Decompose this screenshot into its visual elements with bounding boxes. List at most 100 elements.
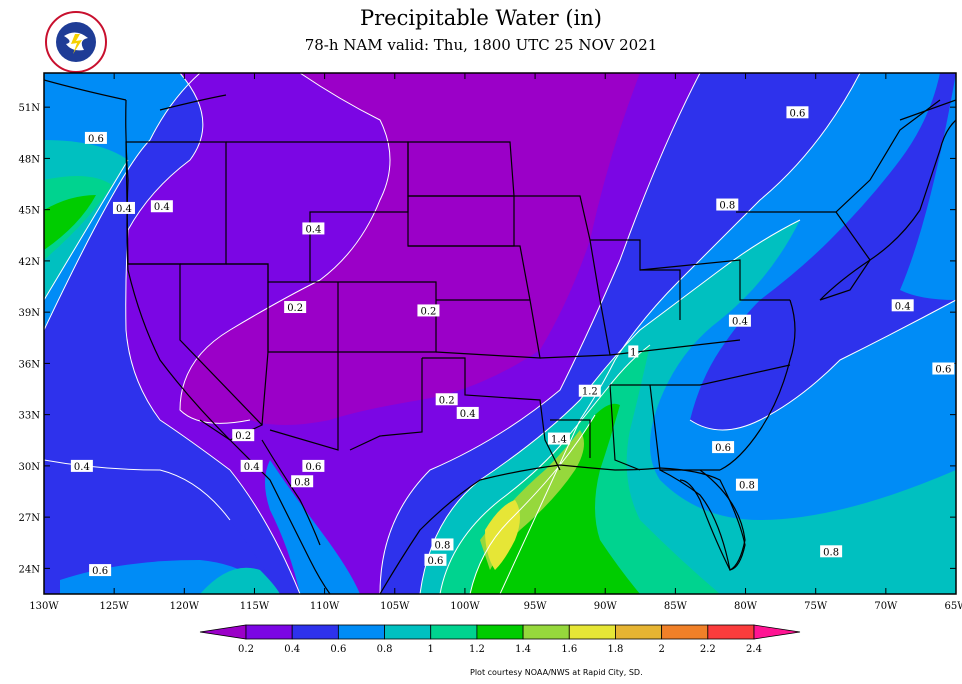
contour-label-box bbox=[735, 478, 758, 491]
colorbar: 0.2 0.4 0.6 0.8 1 1.2 1.4 1.6 1.8 2 2.2 2.4 bbox=[199, 624, 801, 655]
lon-tick-label: 125W bbox=[99, 601, 129, 612]
contour-label: 0.6 bbox=[428, 556, 444, 567]
contour-label-box bbox=[232, 429, 255, 442]
contour-label-box bbox=[712, 441, 735, 454]
lat-tick-label: 51N bbox=[19, 103, 41, 114]
contour-label: 0.6 bbox=[715, 443, 731, 454]
lon-tick-label: 80W bbox=[734, 601, 758, 612]
lon-tick-label: 130W bbox=[29, 601, 59, 612]
lon-tick-label: 115W bbox=[240, 601, 270, 612]
contour-label: 0.6 bbox=[88, 134, 104, 145]
colorbar-segment bbox=[522, 624, 570, 640]
nws-logo-icon bbox=[45, 11, 107, 73]
contour-label: 0.2 bbox=[235, 431, 251, 442]
colorbar-level-label: 1.8 bbox=[608, 644, 624, 655]
colorbar-level-label: 0.2 bbox=[238, 644, 254, 655]
contour-label-box bbox=[435, 393, 458, 406]
colorbar-level-label: 1 bbox=[428, 644, 434, 655]
colorbar-level-label: 2.4 bbox=[746, 644, 762, 655]
contour-label-box bbox=[89, 564, 112, 577]
colorbar-arrow-high bbox=[753, 624, 801, 640]
colorbar-segment bbox=[430, 624, 478, 640]
colorbar-arrow-low bbox=[199, 624, 247, 640]
lon-tick-label: 65W bbox=[944, 601, 962, 612]
contour-label: 0.8 bbox=[294, 477, 310, 488]
map-frame bbox=[43, 72, 957, 595]
lat-tick-label: 33N bbox=[19, 411, 41, 422]
contour-label: 0.4 bbox=[154, 202, 170, 213]
contour-label: 0.8 bbox=[823, 547, 839, 558]
colorbar-level-label: 2 bbox=[658, 644, 664, 655]
contour-label-box bbox=[820, 545, 843, 558]
plot-credit: Plot courtesy NOAA/NWS at Rapid City, SD… bbox=[470, 668, 643, 677]
colorbar-segment bbox=[291, 624, 339, 640]
contour-label: 0.6 bbox=[789, 108, 805, 119]
contour-label: 0.4 bbox=[244, 462, 260, 473]
contour-label: 0.2 bbox=[420, 306, 436, 317]
contour-label: 1 bbox=[630, 347, 636, 358]
contour-label-box bbox=[932, 362, 955, 375]
contour-label-box bbox=[578, 384, 601, 397]
contour-label-box bbox=[291, 475, 314, 488]
colorbar-segment bbox=[661, 624, 709, 640]
lon-tick-label: 75W bbox=[804, 601, 828, 612]
lon-tick-label: 95W bbox=[524, 601, 548, 612]
lat-tick-label: 36N bbox=[19, 359, 41, 370]
colorbar-segment bbox=[707, 624, 755, 640]
contour-label: 1.2 bbox=[582, 387, 598, 398]
contour-label-layer: 0.6 0.4 0.4 0.4 0.2 0.2 0.2 0.4 0.2 0.4 0.6 0.8 0.4 0… bbox=[70, 106, 955, 577]
contour-label-box bbox=[424, 553, 447, 566]
contour-label-box bbox=[891, 299, 914, 312]
lat-tick-label: 45N bbox=[19, 206, 41, 217]
contour-label-box bbox=[302, 222, 325, 235]
colorbar-segment bbox=[384, 624, 432, 640]
lat-tick-label: 27N bbox=[19, 513, 41, 524]
lat-tick-label: 42N bbox=[19, 257, 41, 268]
colorbar-segment bbox=[476, 624, 524, 640]
contour-label-box bbox=[70, 459, 93, 472]
colorbar-segment bbox=[337, 624, 385, 640]
colorbar-level-label: 2.2 bbox=[700, 644, 716, 655]
contour-label: 0.8 bbox=[739, 481, 755, 492]
longitude-ticks: 130W 125W 120W 115W 110W 105W 100W 95W 90W 85W 80W… bbox=[29, 73, 962, 612]
contour-label: 0.4 bbox=[732, 317, 748, 328]
lon-tick-label: 90W bbox=[594, 601, 618, 612]
colorbar-segment bbox=[245, 624, 293, 640]
contour-label-box bbox=[302, 459, 325, 472]
chart-title: Precipitable Water (in) bbox=[360, 6, 602, 30]
contour-label-box bbox=[431, 538, 454, 551]
lon-tick-label: 70W bbox=[874, 601, 898, 612]
contour-label-box bbox=[240, 459, 263, 472]
contour-lines bbox=[44, 73, 956, 594]
colorbar-level-label: 1.2 bbox=[469, 644, 485, 655]
lat-tick-label: 24N bbox=[19, 564, 41, 575]
contour-label-box bbox=[786, 106, 809, 119]
latitude-ticks: 51N 48N 45N 42N 39N 36N 33N 30N 27N 24N bbox=[19, 103, 956, 575]
lat-tick-label: 39N bbox=[19, 308, 41, 319]
coastline-layer bbox=[44, 79, 956, 594]
contour-label: 0.6 bbox=[305, 462, 321, 473]
contour-label: 0.4 bbox=[116, 204, 132, 215]
contour-label-box bbox=[84, 131, 107, 144]
contour-label: 0.2 bbox=[439, 395, 455, 406]
contour-label: 0.6 bbox=[92, 566, 108, 577]
contour-label-box bbox=[547, 432, 570, 445]
colorbar-segment bbox=[615, 624, 663, 640]
contour-label: 0.4 bbox=[305, 224, 321, 235]
lat-tick-label: 30N bbox=[19, 462, 41, 473]
contour-label-box bbox=[628, 345, 639, 358]
contour-label-box bbox=[716, 198, 739, 211]
contour-label: 0.6 bbox=[935, 365, 951, 376]
contour-label: 1.4 bbox=[551, 435, 567, 446]
lon-tick-label: 110W bbox=[310, 601, 340, 612]
contour-label-box bbox=[417, 304, 440, 317]
chart-subtitle: 78-h NAM valid: Thu, 1800 UTC 25 NOV 202… bbox=[304, 36, 658, 54]
colorbar-level-label: 0.4 bbox=[284, 644, 300, 655]
lon-tick-label: 105W bbox=[380, 601, 410, 612]
colorbar-level-label: 0.6 bbox=[330, 644, 346, 655]
contour-label: 0.8 bbox=[435, 540, 451, 551]
contour-label: 0.8 bbox=[719, 201, 735, 212]
colorbar-level-label: 1.6 bbox=[561, 644, 577, 655]
contour-label-box bbox=[112, 201, 135, 214]
